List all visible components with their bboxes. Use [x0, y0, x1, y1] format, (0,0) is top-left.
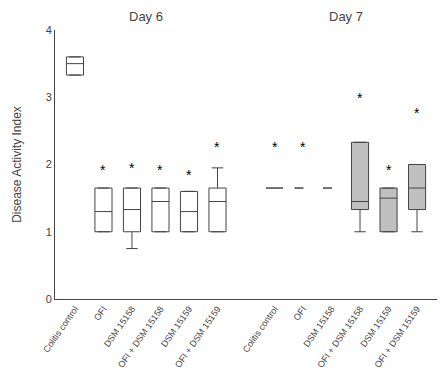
svg-text:Colitis control: Colitis control: [241, 304, 280, 354]
svg-text:OFI + DSM 15158: OFI + DSM 15158: [116, 304, 166, 369]
svg-text:DSM 15158: DSM 15158: [102, 304, 137, 349]
svg-text:3: 3: [46, 91, 52, 103]
svg-text:Day 6: Day 6: [129, 9, 163, 24]
svg-text:OFI: OFI: [92, 304, 109, 322]
svg-text:OFI + DSM 15159: OFI + DSM 15159: [372, 304, 422, 369]
svg-text:*: *: [414, 105, 420, 121]
svg-text:*: *: [214, 139, 220, 155]
svg-text:OFI + DSM 15159: OFI + DSM 15159: [173, 304, 223, 369]
svg-text:Day 7: Day 7: [329, 9, 363, 24]
svg-text:Colitis control: Colitis control: [41, 304, 80, 354]
svg-text:0: 0: [46, 293, 52, 305]
svg-text:*: *: [272, 139, 278, 155]
svg-text:*: *: [129, 160, 135, 176]
svg-text:OFI: OFI: [292, 304, 309, 322]
svg-text:*: *: [186, 167, 192, 183]
svg-text:1: 1: [46, 226, 52, 238]
svg-text:*: *: [386, 162, 392, 178]
svg-text:*: *: [100, 162, 106, 178]
svg-text:*: *: [300, 139, 306, 155]
svg-text:4: 4: [46, 24, 52, 36]
svg-text:DSM 15159: DSM 15159: [358, 304, 393, 349]
svg-text:*: *: [157, 162, 163, 178]
svg-text:*: *: [357, 90, 363, 106]
svg-text:DSM 15158: DSM 15158: [301, 304, 336, 349]
svg-text:OFI + DSM 15158: OFI + DSM 15158: [315, 304, 365, 369]
svg-text:Disease Activity Index: Disease Activity Index: [10, 106, 24, 223]
svg-text:DSM 15159: DSM 15159: [159, 304, 194, 349]
svg-text:2: 2: [46, 158, 52, 170]
